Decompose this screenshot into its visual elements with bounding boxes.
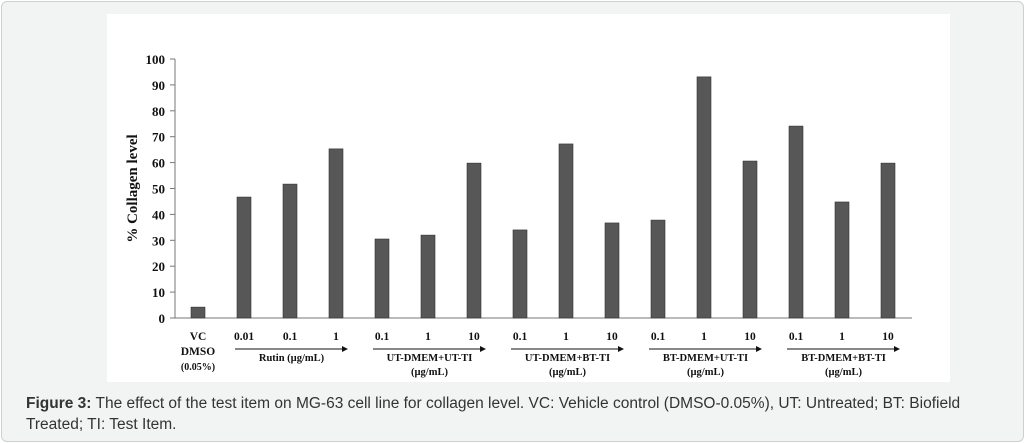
group-label: Rutin (µg/mL) <box>259 353 325 364</box>
group-arrow-head <box>618 346 624 352</box>
caption-text: The effect of the test item on MG-63 cel… <box>26 395 961 433</box>
y-tick-label: 70 <box>152 130 165 145</box>
x-tick-label: 0.1 <box>283 331 298 343</box>
y-tick-label: 90 <box>152 78 165 93</box>
bar <box>742 160 758 319</box>
bar <box>282 183 298 319</box>
bar <box>880 162 896 319</box>
x-tick-label: 1 <box>425 331 431 343</box>
group-label: (µg/mL) <box>549 367 586 378</box>
bar <box>236 196 252 319</box>
x-tick-label: 1 <box>701 331 707 343</box>
y-tick-label: 10 <box>152 285 165 300</box>
vc-label: (0.05%) <box>181 362 215 373</box>
group-label: (µg/mL) <box>825 367 862 378</box>
bar <box>190 306 206 319</box>
y-axis-label: % Collagen level <box>125 134 141 242</box>
group-label: BT-DMEM+UT-TI <box>663 353 748 364</box>
x-tick-label: 0.01 <box>234 331 254 343</box>
group-label: BT-DMEM+BT-TI <box>801 353 886 364</box>
bar <box>788 125 804 319</box>
bar <box>512 229 528 319</box>
x-tick-label: 0.1 <box>513 331 528 343</box>
x-tick-label: 1 <box>563 331 569 343</box>
bar <box>328 148 344 319</box>
x-tick-label: 1 <box>333 331 339 343</box>
vc-label: DMSO <box>181 346 216 358</box>
bar <box>374 238 390 319</box>
y-tick-label: 0 <box>159 311 166 326</box>
group-arrow-head <box>342 346 348 352</box>
y-tick-label: 80 <box>152 104 165 119</box>
x-tick-label: 0.1 <box>651 331 666 343</box>
x-tick-label: 10 <box>882 331 894 343</box>
group-label: UT-DMEM+BT-TI <box>525 353 610 364</box>
bar <box>834 201 850 319</box>
bar <box>696 76 712 319</box>
group-label: (µg/mL) <box>411 367 448 378</box>
group-arrow-head <box>756 346 762 352</box>
x-tick-label: 0.1 <box>789 331 804 343</box>
bar <box>558 143 574 319</box>
y-tick-label: 100 <box>146 52 166 67</box>
x-tick-label: 0.1 <box>375 331 390 343</box>
x-tick-label: 10 <box>606 331 618 343</box>
bar <box>650 219 666 319</box>
y-tick-label: 20 <box>152 259 165 274</box>
x-tick-label: 10 <box>744 331 756 343</box>
x-tick-label: 1 <box>839 331 845 343</box>
bar <box>604 222 620 319</box>
collagen-bar-chart: 0 10 20 30 40 50 60 70 80 90 100 % Collagen level 0.… <box>125 52 912 378</box>
group-label: UT-DMEM+UT-TI <box>387 353 473 364</box>
y-tick-label: 60 <box>152 156 165 171</box>
group-arrow-head <box>480 346 486 352</box>
group-arrow-head <box>894 346 900 352</box>
y-tick-label: 50 <box>152 182 165 197</box>
chart-figure: 0 10 20 30 40 50 60 70 80 90 100 % Collagen level 0.… <box>107 14 950 382</box>
y-tick-label: 40 <box>152 207 165 222</box>
figure-caption: Figure 3: The effect of the test item on… <box>26 393 1016 435</box>
bar <box>466 162 482 319</box>
bar <box>420 234 436 319</box>
caption-label: Figure 3: <box>26 395 92 412</box>
y-tick-label: 30 <box>152 233 165 248</box>
group-label: (µg/mL) <box>687 367 724 378</box>
x-tick-label: 10 <box>468 331 480 343</box>
vc-label: VC <box>190 331 207 343</box>
